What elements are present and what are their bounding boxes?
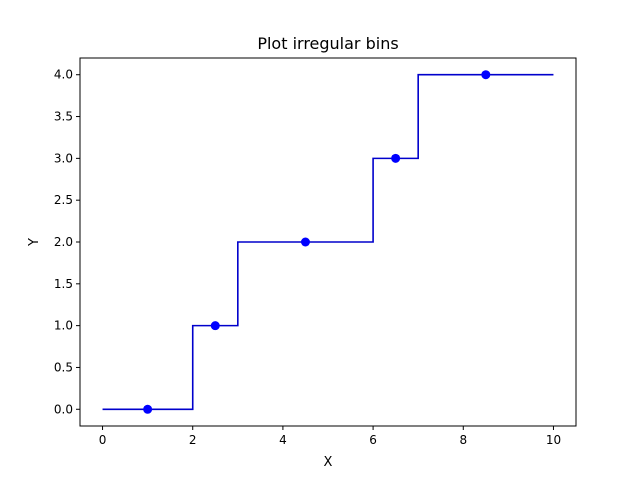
scatter-point: [300, 237, 310, 247]
y-tick-label: 3.5: [54, 110, 73, 124]
y-axis-label: Y: [27, 238, 42, 247]
scatter-point: [391, 153, 401, 163]
y-tick-label: 1.5: [54, 277, 73, 291]
y-tick-label: 0.0: [54, 402, 73, 416]
x-tick-label: 2: [189, 433, 197, 447]
y-tick-label: 3.0: [54, 151, 73, 165]
x-tick-label: 10: [546, 433, 561, 447]
chart-title: Plot irregular bins: [257, 34, 398, 53]
y-tick-label: 0.5: [54, 360, 73, 374]
x-tick-label: 8: [459, 433, 467, 447]
x-axis-ticks: 0 2 4 6 8 10: [99, 426, 561, 447]
scatter-point: [210, 321, 220, 331]
y-tick-label: 2.0: [54, 235, 73, 249]
x-tick-label: 6: [369, 433, 377, 447]
y-tick-label: 2.5: [54, 193, 73, 207]
x-tick-label: 0: [99, 433, 107, 447]
x-axis-label: X: [324, 455, 333, 470]
y-axis-ticks: 0.0 0.5 1.0 1.5 2.0 2.5 3.0 3.5 4.0: [54, 68, 80, 416]
y-tick-label: 4.0: [54, 68, 73, 82]
y-tick-label: 1.0: [54, 319, 73, 333]
series-layer: [102, 70, 554, 414]
scatter-point: [143, 404, 153, 414]
x-tick-label: 4: [279, 433, 287, 447]
scatter-point: [481, 70, 491, 80]
